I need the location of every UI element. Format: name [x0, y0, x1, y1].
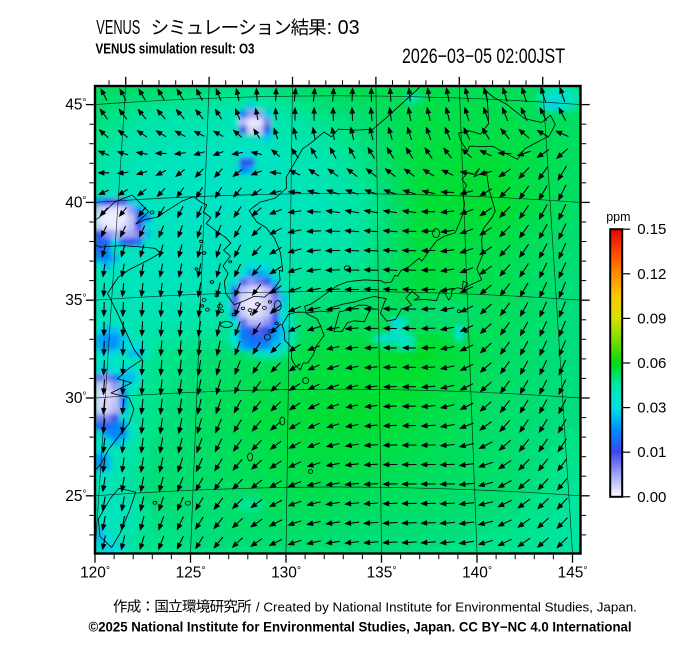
svg-text:130°: 130° — [271, 565, 301, 582]
svg-text:: 03: : 03 — [327, 17, 360, 39]
svg-text:30°: 30° — [65, 390, 86, 407]
svg-text:2026−03−05 02:00JST: 2026−03−05 02:00JST — [402, 45, 565, 68]
svg-text:140°: 140° — [462, 565, 492, 582]
svg-text:0.12: 0.12 — [637, 266, 666, 283]
svg-text:145°: 145° — [558, 565, 588, 582]
svg-text:0.03: 0.03 — [637, 400, 666, 417]
svg-text:125°: 125° — [176, 565, 206, 582]
svg-text:120°: 120° — [80, 565, 110, 582]
svg-text:25°: 25° — [65, 488, 86, 505]
svg-text:©2025 National Institute for E: ©2025 National Institute for Environment… — [89, 620, 632, 635]
svg-text:40°: 40° — [65, 194, 86, 211]
svg-text:0.00: 0.00 — [637, 489, 666, 506]
svg-text:ppm: ppm — [606, 210, 630, 224]
svg-text:/ Created by National Institut: / Created by National Institute for Envi… — [256, 600, 637, 615]
svg-text:35°: 35° — [65, 292, 86, 309]
svg-text:135°: 135° — [367, 565, 397, 582]
svg-text:VENUS simulation result: O3: VENUS simulation result: O3 — [96, 42, 255, 58]
svg-text:0.09: 0.09 — [637, 310, 666, 327]
svg-text:VENUS: VENUS — [96, 17, 140, 39]
svg-text:45°: 45° — [65, 97, 86, 114]
svg-text:0.01: 0.01 — [637, 444, 666, 461]
svg-text:0.15: 0.15 — [637, 221, 666, 238]
svg-text:0.06: 0.06 — [637, 355, 666, 372]
